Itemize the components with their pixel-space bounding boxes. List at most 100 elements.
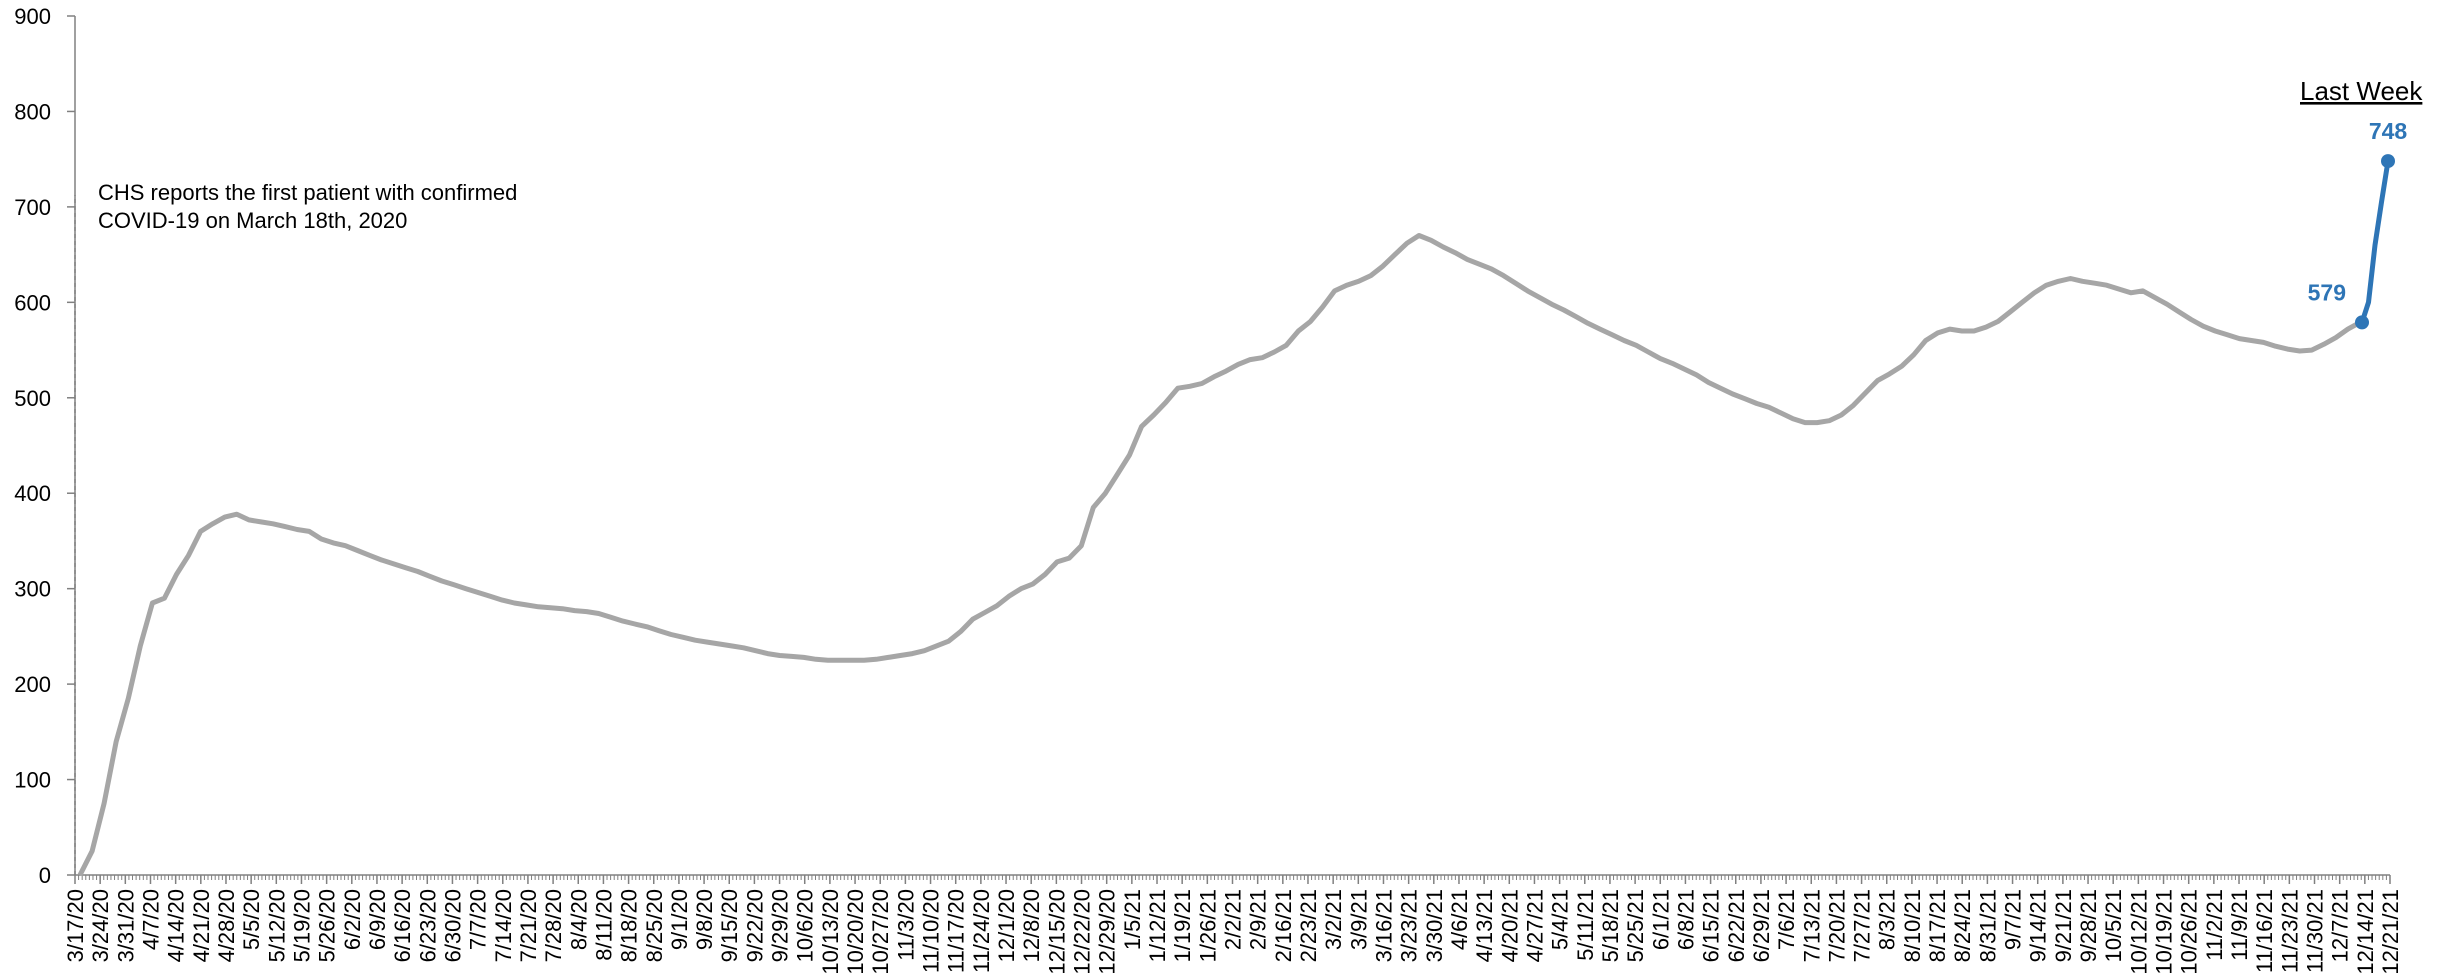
- x-tick-label: 5/26/20: [315, 889, 340, 962]
- x-tick-label: 9/21/21: [2051, 889, 2076, 962]
- x-tick-label: 10/20/20: [843, 889, 868, 975]
- x-tick-label: 5/4/21: [1548, 889, 1573, 950]
- x-tick-label: 9/8/20: [692, 889, 717, 950]
- y-tick-label: 900: [14, 4, 51, 29]
- x-tick-label: 8/4/20: [566, 889, 591, 950]
- first-case-note-line2: COVID-19 on March 18th, 2020: [98, 208, 407, 233]
- x-tick-label: 2/23/21: [1296, 889, 1321, 962]
- x-tick-label: 10/19/21: [2152, 889, 2177, 975]
- x-tick-label: 3/16/21: [1371, 889, 1396, 962]
- y-tick-label: 300: [14, 577, 51, 602]
- x-tick-label: 8/25/20: [642, 889, 667, 962]
- x-tick-label: 7/21/20: [516, 889, 541, 962]
- x-tick-label: 9/28/21: [2076, 889, 2101, 962]
- series-line-history: [77, 233, 2362, 877]
- x-tick-label: 8/10/21: [1900, 889, 1925, 962]
- x-tick-label: 12/29/20: [1095, 889, 1120, 975]
- x-tick-label: 12/14/21: [2353, 889, 2378, 975]
- x-tick-label: 7/27/21: [1850, 889, 1875, 962]
- x-tick-label: 2/2/21: [1221, 889, 1246, 950]
- last-week-start-value-label: 579: [2308, 279, 2346, 305]
- x-tick-label: 7/6/21: [1774, 889, 1799, 950]
- x-tick-label: 10/26/21: [2177, 889, 2202, 975]
- x-tick-label: 6/29/21: [1749, 889, 1774, 962]
- x-tick-label: 6/23/20: [415, 889, 440, 962]
- x-tick-label: 5/12/20: [264, 889, 289, 962]
- x-tick-label: 11/3/20: [893, 889, 918, 961]
- x-tick-label: 10/27/20: [868, 889, 893, 975]
- x-tick-label: 3/17/20: [63, 889, 88, 962]
- last-week-end-value-label: 748: [2369, 118, 2408, 144]
- last-week-start-point: [2355, 315, 2369, 330]
- x-tick-label: 4/21/20: [189, 889, 214, 962]
- x-tick-label: 7/7/20: [466, 889, 491, 950]
- x-tick-label: 7/28/20: [541, 889, 566, 962]
- x-tick-label: 7/20/21: [1824, 889, 1849, 962]
- x-tick-label: 6/2/20: [340, 889, 365, 950]
- last-week-label: Last Week: [2300, 76, 2423, 106]
- x-tick-label: 9/14/21: [2026, 889, 2051, 962]
- x-tick-label: 5/11/21: [1573, 889, 1598, 961]
- x-tick-label: 8/31/21: [1975, 889, 2000, 962]
- x-tick-label: 10/6/20: [793, 889, 818, 962]
- x-tick-label: 10/12/21: [2126, 889, 2151, 975]
- x-tick-label: 12/8/20: [1019, 889, 1044, 962]
- y-tick-label: 700: [14, 195, 51, 220]
- y-tick-label: 600: [14, 290, 51, 315]
- x-tick-label: 5/25/21: [1623, 889, 1648, 962]
- first-case-note-line1: CHS reports the first patient with confi…: [98, 180, 517, 205]
- x-tick-label: 8/11/20: [591, 889, 616, 961]
- x-tick-label: 12/21/21: [2378, 889, 2403, 975]
- x-tick-label: 4/7/20: [138, 889, 163, 950]
- x-tick-label: 11/24/20: [969, 889, 994, 973]
- y-tick-label: 100: [14, 768, 51, 793]
- x-tick-label: 9/22/20: [742, 889, 767, 962]
- x-tick-label: 1/19/21: [1170, 889, 1195, 962]
- x-tick-label: 4/20/21: [1497, 889, 1522, 962]
- x-tick-label: 7/13/21: [1799, 889, 1824, 962]
- y-tick-label: 500: [14, 386, 51, 411]
- x-tick-label: 12/7/21: [2328, 889, 2353, 962]
- x-tick-label: 11/16/21: [2252, 889, 2277, 973]
- x-tick-label: 5/19/20: [289, 889, 314, 962]
- x-tick-label: 4/28/20: [214, 889, 239, 962]
- x-tick-label: 1/26/21: [1195, 889, 1220, 962]
- x-tick-label: 11/10/20: [919, 889, 944, 973]
- x-tick-label: 1/12/21: [1145, 889, 1170, 962]
- y-tick-label: 200: [14, 672, 51, 697]
- x-tick-label: 8/17/21: [1925, 889, 1950, 962]
- x-tick-label: 11/23/21: [2277, 889, 2302, 973]
- last-week-end-point: [2381, 154, 2395, 169]
- x-tick-label: 8/18/20: [617, 889, 642, 962]
- y-tick-label: 800: [14, 99, 51, 124]
- y-tick-label: 400: [14, 481, 51, 506]
- y-tick-label: 0: [39, 863, 51, 888]
- x-tick-label: 9/7/21: [2001, 889, 2026, 950]
- x-tick-label: 8/24/21: [1950, 889, 1975, 962]
- x-tick-label: 6/1/21: [1648, 889, 1673, 950]
- x-tick-label: 8/3/21: [1875, 889, 1900, 950]
- x-tick-label: 6/15/21: [1699, 889, 1724, 962]
- x-tick-label: 7/14/20: [491, 889, 516, 962]
- x-tick-label: 10/5/21: [2101, 889, 2126, 962]
- x-tick-label: 11/17/20: [944, 889, 969, 973]
- x-tick-label: 9/15/20: [717, 889, 742, 962]
- x-tick-label: 6/16/20: [390, 889, 415, 962]
- x-tick-label: 2/9/21: [1246, 889, 1271, 950]
- series-line-last-week: [2359, 160, 2391, 324]
- x-tick-label: 11/30/21: [2303, 889, 2328, 973]
- y-axis: 0 100 200 300 400 500 600 700 800 900: [14, 4, 76, 888]
- series-lines: [77, 154, 2395, 877]
- x-tick-label: 4/13/21: [1472, 889, 1497, 962]
- x-tick-label: 5/5/20: [239, 889, 264, 950]
- x-tick-label: 9/1/20: [667, 889, 692, 950]
- x-tick-label: 12/15/20: [1044, 889, 1069, 975]
- x-tick-label: 4/6/21: [1447, 889, 1472, 950]
- x-tick-label: 12/1/20: [994, 889, 1019, 962]
- x-tick-label: 1/5/21: [1120, 889, 1145, 950]
- x-tick-label: 3/23/21: [1397, 889, 1422, 962]
- x-tick-label: 12/22/20: [1070, 889, 1095, 975]
- x-tick-label: 9/29/20: [768, 889, 793, 962]
- x-tick-label: 10/13/20: [818, 889, 843, 975]
